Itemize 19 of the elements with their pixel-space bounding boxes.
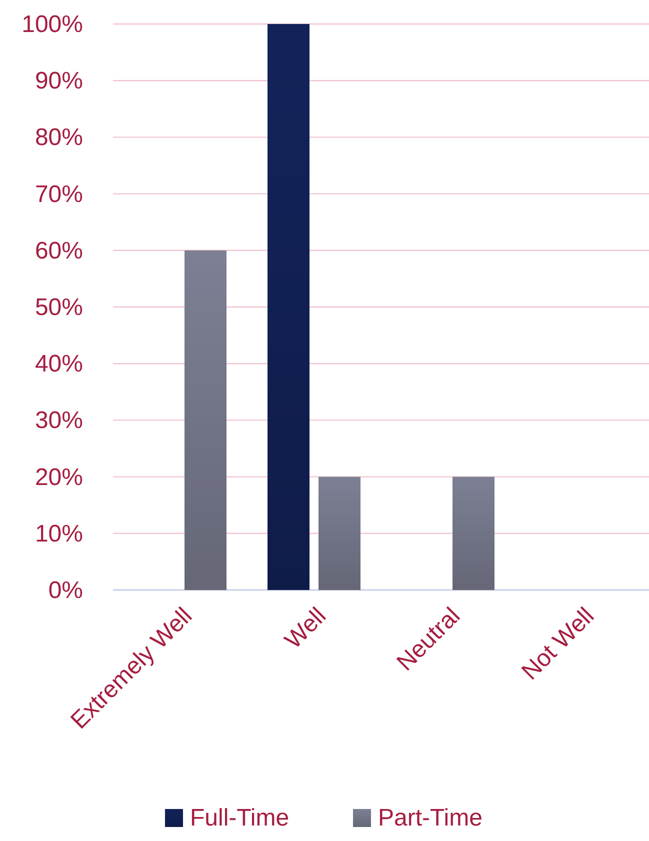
y-tick-label: 70% (34, 180, 83, 208)
bar (268, 24, 310, 590)
y-tick-label: 50% (34, 294, 83, 320)
y-tick-label: 30% (34, 406, 83, 434)
bar (452, 476, 494, 590)
x-tick-label: Well (280, 602, 332, 654)
legend-label: Part-Time (378, 804, 482, 832)
bar (184, 250, 226, 590)
legend-label: Full-Time (190, 804, 290, 832)
x-tick-label: Not Well (516, 602, 600, 686)
y-tick-label: 90% (34, 67, 83, 94)
bar (318, 476, 360, 590)
y-tick-label: 20% (34, 463, 83, 490)
y-tick-label: 10% (34, 520, 83, 547)
y-tick-label: 40% (34, 350, 83, 378)
y-tick-label: 80% (34, 124, 83, 151)
y-tick-label: 100% (22, 10, 83, 38)
y-tick-label: 0% (48, 576, 83, 604)
y-tick-label: 60% (34, 236, 83, 264)
